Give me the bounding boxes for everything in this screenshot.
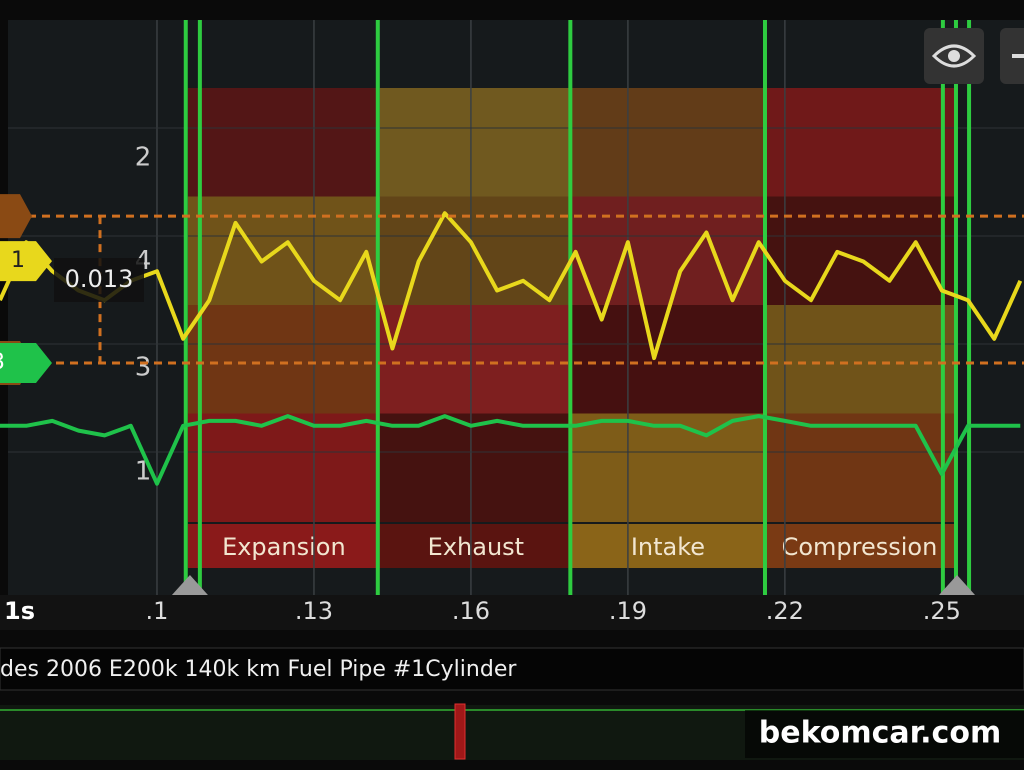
phase-block bbox=[763, 88, 955, 197]
phase-block bbox=[571, 196, 764, 305]
phase-label: Compression bbox=[782, 533, 938, 561]
title-bar bbox=[0, 647, 1024, 691]
phase-block bbox=[187, 413, 380, 522]
phase-label: Expansion bbox=[222, 533, 346, 561]
x-tick-label: .25 bbox=[923, 597, 961, 625]
cursor-delta: 0.013 bbox=[65, 265, 134, 293]
x-tick-label: .22 bbox=[766, 597, 804, 625]
phase-block bbox=[571, 305, 764, 414]
x-tick-label: .13 bbox=[295, 597, 333, 625]
x-unit-label: 1s bbox=[4, 597, 35, 625]
phase-block bbox=[763, 413, 955, 522]
channel-label: 2 bbox=[135, 143, 152, 173]
watermark-bg bbox=[745, 710, 1024, 758]
time-cursor bbox=[939, 575, 976, 595]
x-tick-label: .1 bbox=[146, 597, 169, 625]
cursor-level-handle bbox=[0, 194, 32, 239]
phase-label: Exhaust bbox=[428, 533, 524, 561]
phase-block bbox=[379, 88, 572, 197]
timeline-handle[interactable] bbox=[454, 703, 466, 760]
x-axis-bar bbox=[0, 595, 1024, 630]
phase-block bbox=[763, 305, 955, 414]
phase-label-bg bbox=[571, 524, 764, 568]
channel-badge bbox=[0, 241, 52, 282]
trace bbox=[0, 414, 1021, 486]
phase-label-bg bbox=[187, 524, 380, 568]
phase-label-bg bbox=[763, 524, 955, 568]
phase-block bbox=[187, 88, 380, 197]
phase-block bbox=[571, 413, 764, 522]
channel-name: 1 bbox=[11, 248, 25, 273]
trace bbox=[0, 211, 1023, 361]
phase-block bbox=[187, 196, 380, 305]
time-cursor bbox=[171, 575, 208, 595]
phase-label: Intake bbox=[631, 533, 705, 561]
delta-box bbox=[54, 258, 144, 302]
channel-label: 3 bbox=[135, 352, 152, 382]
phase-block bbox=[379, 413, 572, 522]
trace-title: des 2006 E200k 140k km Fuel Pipe #1Cylin… bbox=[0, 657, 517, 682]
x-tick-label: .16 bbox=[452, 597, 490, 625]
eye-icon bbox=[931, 44, 977, 68]
x-tick-label: .19 bbox=[609, 597, 647, 625]
channel-badge bbox=[0, 342, 52, 383]
eye-pupil bbox=[948, 50, 960, 62]
phase-label-bg bbox=[379, 524, 572, 568]
channel-name: 3 bbox=[0, 350, 5, 375]
phase-block bbox=[187, 305, 380, 414]
phase-block bbox=[379, 305, 572, 414]
phase-block bbox=[571, 88, 764, 197]
watermark: bekomcar.com bbox=[759, 716, 1001, 751]
